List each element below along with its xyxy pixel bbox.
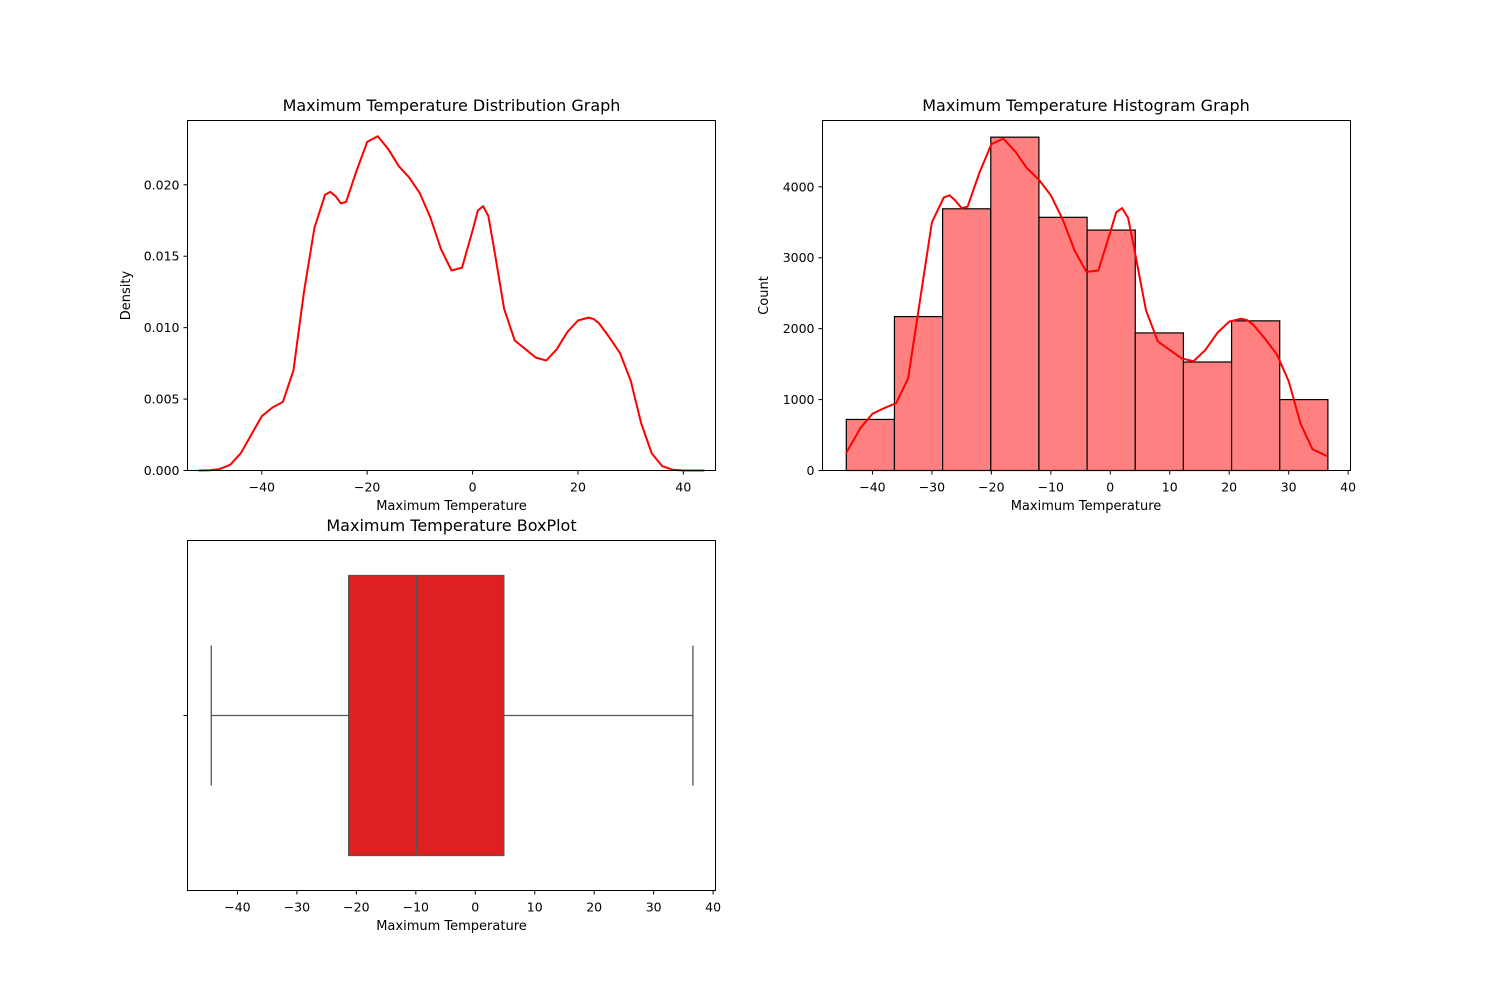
histogram-chart: Maximum Temperature Histogram Graph −40−…: [757, 96, 1356, 514]
boxplot-chart-title: Maximum Temperature BoxPlot: [326, 516, 576, 535]
histogram-plot-frame: [822, 120, 1351, 471]
histogram-bar: [1279, 398, 1329, 472]
histogram-x-ticks: −40 −30 −20 −10 0 10 20 30 40: [859, 470, 1356, 495]
boxplot-x-tick-label: −40: [224, 900, 250, 915]
distribution-x-tick-label: 40: [675, 480, 691, 495]
histogram-bar: [1182, 361, 1233, 472]
distribution-x-tick-label: −20: [354, 480, 380, 495]
boxplot-x-tick-label: 30: [646, 900, 662, 915]
distribution-x-tick-label: −40: [249, 480, 275, 495]
histogram-y-tick-label: 2000: [783, 321, 815, 336]
distribution-y-ticks: 0.000 0.005 0.010 0.015 0.020: [144, 177, 188, 478]
distribution-chart: Maximum Temperature Distribution Graph −…: [119, 96, 716, 514]
boxplot-x-axis-label: Maximum Temperature: [376, 919, 527, 934]
boxplot-x-tick-label: 40: [705, 900, 721, 915]
distribution-x-tick-label: 0: [469, 480, 477, 495]
histogram-y-tick-label: 4000: [783, 179, 815, 194]
boxplot-x-tick-label: 10: [527, 900, 543, 915]
histogram-x-axis-label: Maximum Temperature: [1011, 499, 1162, 514]
histogram-kde-curve: [845, 137, 1329, 458]
histogram-bar: [1038, 216, 1088, 472]
boxplot-x-tick-label: −20: [343, 900, 369, 915]
histogram-bar: [1086, 229, 1136, 472]
distribution-y-tick-label: 0.020: [144, 177, 180, 192]
histogram-x-tick-label: −30: [919, 480, 945, 495]
distribution-chart-title: Maximum Temperature Distribution Graph: [283, 96, 621, 115]
histogram-bar: [893, 315, 944, 472]
histogram-y-axis-label: Count: [757, 276, 772, 315]
distribution-y-tick-label: 0.010: [144, 320, 180, 335]
distribution-y-axis-label: Density: [119, 270, 134, 320]
histogram-x-tick-label: 0: [1106, 480, 1114, 495]
histogram-y-tick-label: 1000: [783, 392, 815, 407]
histogram-bar: [942, 208, 992, 472]
boxplot-elements: [210, 574, 694, 857]
distribution-y-tick-label: 0.015: [144, 249, 180, 264]
histogram-x-tick-label: −10: [1038, 480, 1064, 495]
boxplot-chart: Maximum Temperature BoxPlot −40 −30 −20 −10…: [183, 516, 721, 934]
kde-curve: [198, 135, 705, 472]
histogram-bar: [845, 418, 896, 472]
boxplot-x-tick-label: −10: [403, 900, 429, 915]
histogram-x-tick-label: 20: [1221, 480, 1237, 495]
boxplot-plot-frame: [187, 540, 716, 891]
distribution-x-ticks: −40 −20 0 20 40: [249, 470, 691, 495]
distribution-y-tick-label: 0.000: [144, 463, 180, 478]
histogram-y-tick-label: 3000: [783, 250, 815, 265]
histogram-x-tick-label: 30: [1281, 480, 1297, 495]
boxplot-box: [347, 574, 505, 857]
histogram-x-tick-label: −40: [859, 480, 885, 495]
histogram-y-tick-label: 0: [807, 463, 815, 478]
histogram-x-tick-label: −20: [978, 480, 1004, 495]
histogram-y-ticks: 0 1000 2000 3000 4000: [783, 179, 823, 478]
histogram-x-tick-label: 10: [1162, 480, 1178, 495]
boxplot-x-tick-label: 20: [586, 900, 602, 915]
distribution-x-axis-label: Maximum Temperature: [376, 499, 527, 514]
histogram-bar: [990, 136, 1040, 472]
histogram-bar: [1134, 332, 1185, 472]
boxplot-x-tick-label: −30: [284, 900, 310, 915]
histogram-bar: [1230, 320, 1281, 472]
distribution-y-tick-label: 0.005: [144, 392, 180, 407]
histogram-x-tick-label: 40: [1340, 480, 1356, 495]
boxplot-x-ticks: −40 −30 −20 −10 0 10 20 30 40: [224, 890, 721, 915]
distribution-x-tick-label: 20: [570, 480, 586, 495]
boxplot-x-tick-label: 0: [471, 900, 479, 915]
histogram-chart-title: Maximum Temperature Histogram Graph: [922, 96, 1250, 115]
distribution-plot-frame: [187, 120, 716, 471]
